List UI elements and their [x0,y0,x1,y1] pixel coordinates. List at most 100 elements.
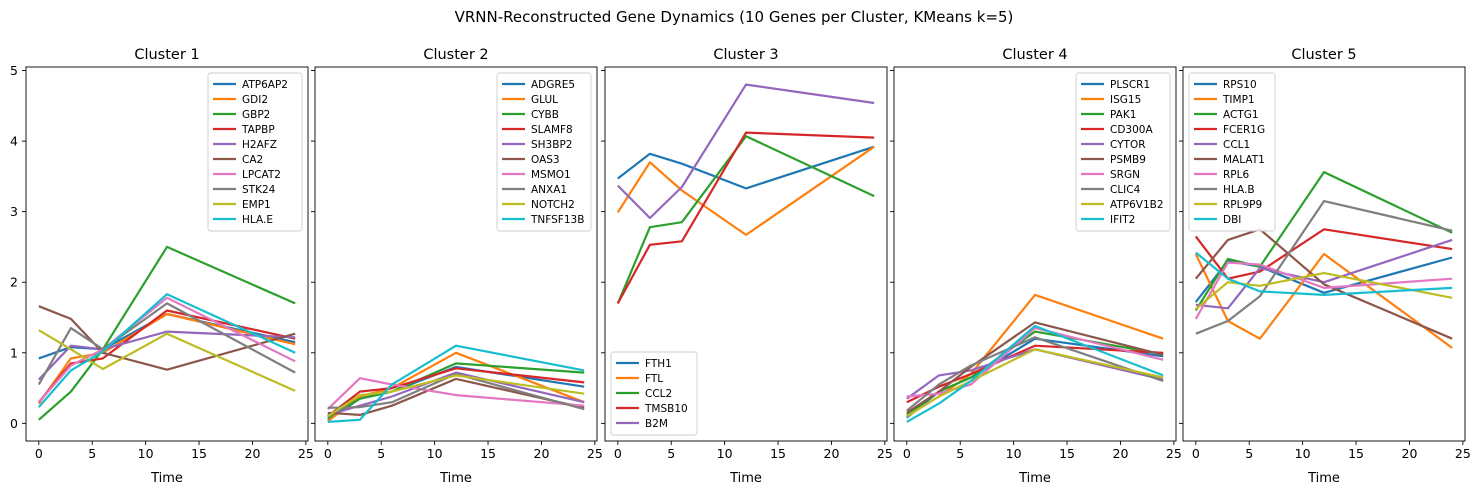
legend-entry-label: PSMB9 [1110,154,1146,166]
legend-entry-label: NOTCH2 [531,199,575,211]
legend-entry-label: SRGN [1110,169,1140,181]
x-tick-label: 20 [534,446,550,461]
legend-entry-label: LPCAT2 [242,169,281,181]
legend-entry-label: EMP1 [242,199,271,211]
x-tick-label: 0 [1192,446,1200,461]
x-tick-label: 20 [1113,446,1129,461]
x-tick-label: 15 [191,446,207,461]
panels: Cluster 1 0 5 10 15 20 25 0 1 2 3 4 5 Time ATP6AP2 GDI2… [10,47,1470,486]
legend-entry-label: FTL [645,373,663,385]
series-line-rpl6 [1194,261,1453,320]
x-tick-label: 20 [245,446,261,461]
legend-entry-label: CLIC4 [1110,184,1141,196]
legend-entry-label: TMSB10 [644,403,688,415]
axes-frame [1182,66,1466,442]
x-tick-label: 25 [1166,446,1182,461]
series-line-rpl9p9 [1195,272,1453,310]
series-line-oas3 [327,377,585,416]
series-line-fcer1g [1194,228,1453,280]
cluster-5-panel: Cluster 5 0 5 10 15 20 25 Time RPS10 TIMP1 ACTG1 FC… [1179,47,1470,486]
x-axis-label: Time [150,471,183,486]
series-line-clic4 [906,336,1164,412]
x-tick-label: 10 [717,446,733,461]
legend-entry-label: B2M [645,418,668,430]
legend-entry-label: RPL6 [1223,169,1249,181]
legend-entry-label: H2AFZ [242,139,277,151]
legend-entry-label: RPL9P9 [1223,199,1262,211]
series-line-actg1 [1194,171,1453,312]
legend-box [1188,72,1276,232]
axes-frame [314,66,598,442]
legend-entry-label: ACTG1 [1223,109,1259,121]
x-tick-label: 0 [35,446,43,461]
series-line-notch2 [327,374,585,418]
series-line-ccl2 [616,135,875,304]
cluster-2-panel: Cluster 2 0 5 10 15 20 25 Time ADGRE5 GLUL CYBB SLA… [311,47,603,486]
x-tick-label: 0 [614,446,622,461]
legend-entry-label: TIMP1 [1222,94,1255,106]
cluster-4-panel: Cluster 4 0 5 10 15 20 25 Time PLSCR1 ISG15 PAK1 CD… [890,47,1182,486]
series-line-ftl [616,145,875,236]
legend-entry-label: GBP2 [242,109,270,121]
x-axis-label: Time [439,471,472,486]
cluster-1-panel: Cluster 1 0 5 10 15 20 25 0 1 2 3 4 5 Time ATP6AP2 GDI2… [10,47,314,486]
legend-entry-label: ANXA1 [531,184,567,196]
x-axis-label: Time [1018,471,1051,486]
legend-box [610,351,698,436]
y-tick-label: 1 [10,345,18,360]
x-tick-label: 5 [667,446,675,461]
y-tick-label: 2 [10,275,18,290]
legend-entry-label: HLA.E [242,214,273,226]
legend-entry-label: IFIT2 [1110,214,1135,226]
legend-entry-label: HLA.B [1223,184,1255,196]
figure-suptitle: VRNN-Reconstructed Gene Dynamics (10 Gen… [455,8,1014,26]
legend-entry-label: TNFSF13B [530,214,584,226]
legend-entry-label: FTH1 [645,358,672,370]
series-line-ca2 [38,305,296,371]
series-line-slamf8 [327,367,585,418]
series-line-emp1 [38,329,296,392]
legend-entry-label: SH3BP2 [531,139,572,151]
series-line-stk24 [37,302,296,386]
x-tick-label: 0 [324,446,332,461]
legend-entry-label: RPS10 [1223,79,1257,91]
x-tick-label: 25 [298,446,314,461]
legend-entry-label: ISG15 [1110,94,1141,106]
x-tick-label: 10 [427,446,443,461]
panel-title: Cluster 2 [423,47,488,63]
series-line-ccl1 [1195,238,1453,310]
x-tick-label: 15 [1348,446,1364,461]
series-line-atp6v1b2 [906,348,1164,418]
legend-entry-label: ADGRE5 [531,79,575,91]
x-tick-label: 5 [956,446,964,461]
x-tick-label: 15 [770,446,786,461]
x-tick-label: 15 [1059,446,1075,461]
x-tick-label: 5 [88,446,96,461]
x-tick-label: 5 [377,446,385,461]
legend-entry-label: MSMO1 [531,169,571,181]
y-tick-label: 0 [10,416,18,431]
legend-entry-label: ATP6V1B2 [1110,199,1164,211]
series-line-b2m [617,83,875,220]
legend: FTH1 FTL CCL2 TMSB10 B2M [610,351,698,436]
x-tick-label: 25 [1455,446,1470,461]
series-line-tnfsf13b [327,344,585,423]
series-line-dbi [1195,251,1453,296]
x-tick-label: 15 [480,446,496,461]
x-tick-label: 10 [1006,446,1022,461]
panel-title: Cluster 4 [1002,47,1067,63]
x-axis-label: Time [729,471,762,486]
series-line-tmsb10 [616,131,875,304]
x-tick-label: 20 [824,446,840,461]
series-line-fth1 [617,145,875,190]
legend-entry-label: TAPBP [241,124,275,136]
y-tick-label: 5 [10,63,18,78]
legend-entry-label: PAK1 [1110,109,1136,121]
series-line-ifit2 [906,324,1164,423]
axes-frame [25,66,309,442]
legend-entry-label: MALAT1 [1223,154,1265,166]
legend-entry-label: DBI [1223,214,1241,226]
x-tick-label: 25 [877,446,893,461]
axes-frame [604,66,888,442]
legend-box [207,72,303,232]
